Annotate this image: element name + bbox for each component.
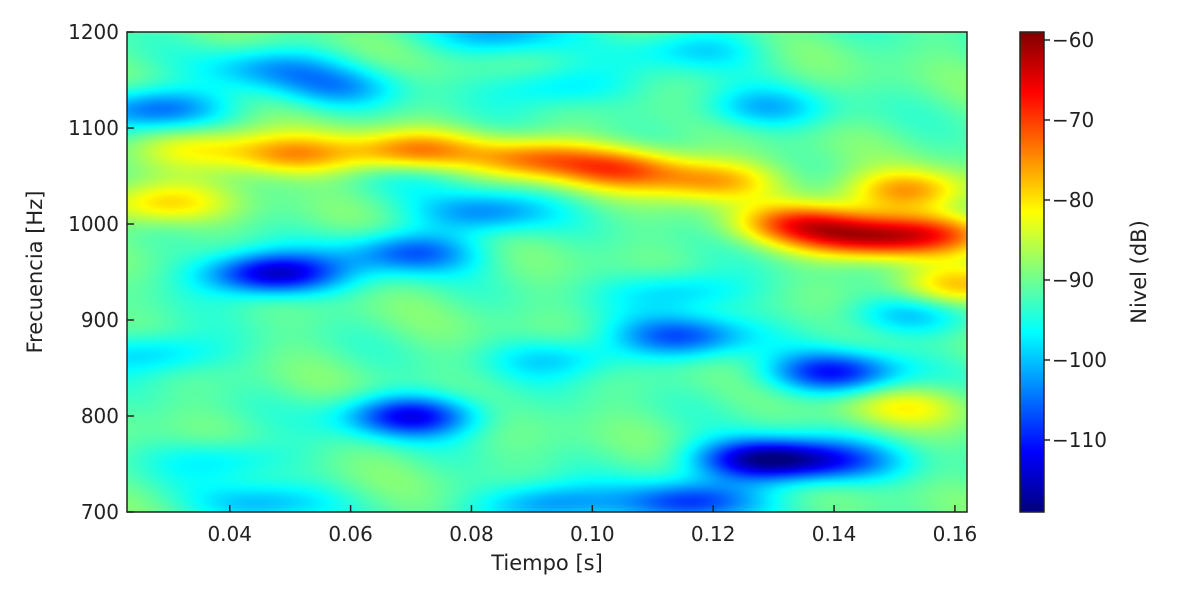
colorbar-ticks: −60 −70 −80 −90 −100 −110	[1044, 28, 1107, 452]
y-tick-label: 1200	[68, 20, 119, 44]
colorbar-tick-label: −70	[1052, 108, 1094, 132]
plot-frame	[126, 31, 968, 513]
x-tick-label: 0.06	[328, 522, 373, 546]
colorbar-tick-label: −80	[1052, 188, 1094, 212]
y-axis-ticks: 700 800 900 1000 1100 1200	[68, 20, 134, 524]
colorbar-tick-label: −100	[1052, 348, 1107, 372]
y-tick-label: 900	[81, 308, 119, 332]
heatmap-image	[127, 32, 967, 512]
x-tick-label: 0.08	[449, 522, 494, 546]
x-tick-label: 0.10	[570, 522, 615, 546]
colorbar-tick-label: −110	[1052, 428, 1107, 452]
y-tick-label: 800	[81, 404, 119, 428]
y-tick-label: 700	[81, 500, 119, 524]
y-axis-title: Frecuencia [Hz]	[23, 191, 47, 354]
y-tick-label: 1000	[68, 212, 119, 236]
x-tick-label: 0.16	[933, 522, 978, 546]
x-tick-label: 0.12	[691, 522, 736, 546]
colorbar-tick-label: −90	[1052, 268, 1094, 292]
colorbar-title: Nivel (dB)	[1127, 220, 1151, 324]
x-tick-label: 0.04	[207, 522, 252, 546]
x-tick-label: 0.14	[812, 522, 857, 546]
colorbar-tick-label: −60	[1052, 28, 1094, 52]
colorbar	[1019, 31, 1045, 513]
x-axis-title: Tiempo [s]	[490, 551, 603, 575]
x-axis-ticks: 0.04 0.06 0.08 0.10 0.12 0.14 0.16	[207, 505, 977, 546]
y-tick-label: 1100	[68, 116, 119, 140]
